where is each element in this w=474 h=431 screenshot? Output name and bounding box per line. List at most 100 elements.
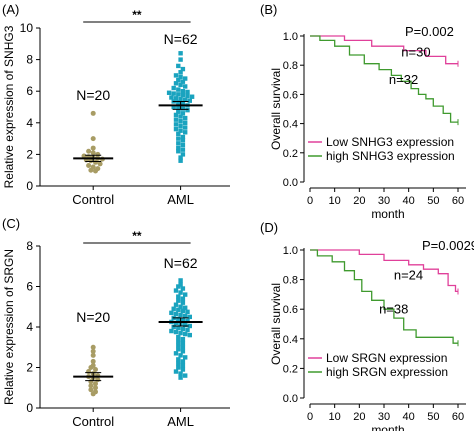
data-point [176,92,181,97]
data-point [173,81,179,86]
x-tick-label: 20 [353,411,365,423]
data-point [180,142,186,148]
data-point [178,123,183,129]
data-point [171,324,176,330]
p-value-label: P=0.002 [405,24,454,39]
data-point [183,84,188,89]
data-point [180,341,186,346]
data-point [183,331,188,337]
data-point [173,288,179,293]
data-point [176,87,181,92]
data-point [90,391,96,397]
data-point [178,353,183,358]
data-point [187,332,192,338]
data-point [178,51,183,56]
data-point [185,318,190,324]
data-point [176,141,181,146]
data-point [178,375,183,380]
data-point [183,125,188,130]
data-point [173,126,179,132]
data-point [176,136,181,141]
y-tick-label: 1.0 [283,31,298,43]
x-tick-label: 20 [353,195,365,207]
data-point [176,338,181,344]
data-point [176,347,181,352]
data-point [178,304,183,309]
y-tick-label: 0.2 [283,363,298,375]
data-point [176,298,181,303]
legend-label: high SNHG3 expression [326,149,455,163]
p-value-label: P=0.0029 [422,238,474,253]
data-point [176,109,181,114]
y-tick-label: 0.2 [283,148,298,160]
y-tick-label: 6 [26,84,33,98]
data-point [183,97,188,103]
data-point [176,307,181,312]
group-n-label: N=20 [76,87,110,103]
data-point [185,93,190,99]
data-point [176,325,181,331]
data-point [178,290,183,295]
x-tick-label: Control [72,192,114,207]
data-point [176,149,181,154]
data-point [178,278,183,283]
y-axis-label: Relative expression of SNHG3 [2,25,16,188]
survival-curve-high [310,249,458,344]
n-annotation: n=32 [389,72,418,87]
data-point [180,79,186,84]
data-point [88,167,94,173]
y-axis-label: Overall survival [269,283,283,365]
data-point [173,122,179,127]
data-point [171,306,176,311]
data-point [176,284,181,289]
data-point [173,351,179,356]
x-tick-label: 40 [403,411,415,423]
data-point [90,348,96,354]
x-tick-label: 10 [329,195,341,207]
data-point [176,100,181,105]
data-point [180,111,186,116]
x-axis-label: month [371,207,404,221]
x-tick-label: 60 [452,411,464,423]
data-point [180,367,186,372]
data-point [178,312,183,318]
data-point [178,155,183,160]
data-point [178,128,183,133]
data-point [183,305,188,310]
data-point [180,101,186,107]
data-point [180,308,186,313]
data-point [176,357,181,362]
y-tick-label: 0.8 [283,275,298,287]
data-point [176,131,181,137]
data-point [88,387,94,393]
data-point [178,96,183,102]
data-point [171,104,176,110]
data-point [185,327,190,333]
data-point [180,152,186,157]
x-tick-label: Control [72,414,114,429]
y-axis-label: Relative expression of SRGN [2,249,16,405]
data-point [176,316,181,322]
data-point [176,343,181,348]
data-point [173,117,179,122]
y-tick-label: 0.8 [283,60,298,72]
significance-marker: ** [132,8,142,22]
legend-label: high SRGN expression [326,365,448,379]
data-point [173,112,179,118]
data-point [180,89,186,94]
data-point [90,145,96,151]
data-point [187,98,192,103]
data-point [90,344,96,350]
data-point [90,352,96,358]
y-tick-label: 0.0 [283,393,298,405]
data-point [90,136,96,142]
y-tick-label: 2 [26,361,33,375]
x-axis-label: month [371,423,404,431]
group-n-label: N=62 [164,31,198,47]
survival-curve-low [310,249,458,293]
data-point [97,161,103,167]
y-tick-label: 0.4 [283,119,298,131]
data-point [176,77,181,83]
data-point [173,311,179,317]
y-tick-label: 0 [26,401,33,415]
